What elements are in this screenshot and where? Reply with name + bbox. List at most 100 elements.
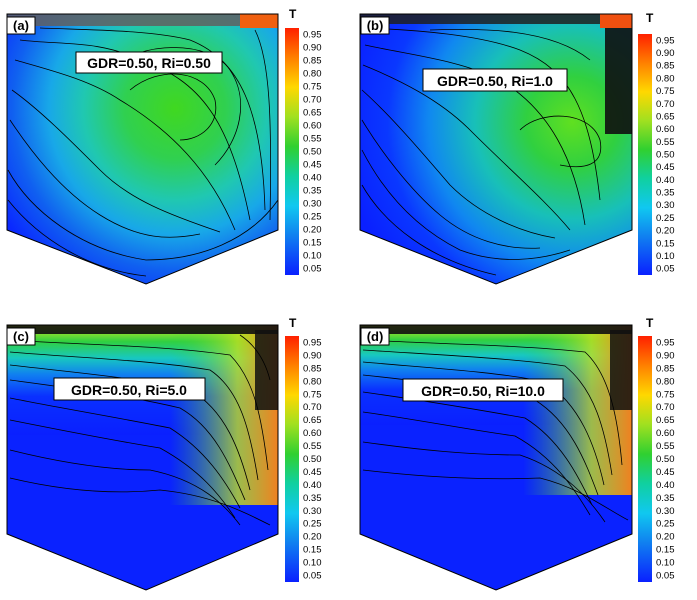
panel-d: (d) GDR=0.50, Ri=10.0 bbox=[359, 324, 633, 591]
colorbar-tick-label: 0.50 bbox=[303, 147, 322, 158]
colorbar-tick-label: 0.35 bbox=[303, 186, 322, 197]
colorbar-tick-label: 0.90 bbox=[656, 48, 675, 59]
colorbar-tick-label: 0.70 bbox=[656, 402, 675, 413]
colorbar-tick-label: 0.70 bbox=[303, 402, 322, 413]
colorbar-tick-label: 0.60 bbox=[656, 428, 675, 439]
colorbar-tick-label: 0.10 bbox=[303, 558, 322, 569]
colorbars: T0.950.900.850.800.750.700.650.600.550.5… bbox=[285, 7, 675, 582]
colorbar-tick-label: 0.10 bbox=[656, 251, 675, 262]
colorbar-tick-label: 0.35 bbox=[656, 188, 675, 199]
colorbar-a: T 0.95 0.90 0.85 0.80 0.75 0.70 0.65 0.60 0.55 0.5… bbox=[285, 7, 322, 275]
colorbar-tick-label: 0.75 bbox=[303, 389, 322, 400]
colorbar-tick-label: 0.40 bbox=[656, 175, 675, 186]
panel-tag-d: (d) bbox=[367, 329, 384, 344]
colorbar-ramp-c bbox=[285, 336, 299, 582]
colorbar-tick-label: 0.25 bbox=[656, 519, 675, 530]
isotherms-a bbox=[7, 27, 278, 277]
panel-tag-a: (a) bbox=[13, 18, 29, 33]
colorbar-tick-label: 0.15 bbox=[656, 238, 675, 249]
colorbar-tick-label: 0.85 bbox=[303, 56, 322, 67]
colorbar-tick-label: 0.20 bbox=[303, 225, 322, 236]
colorbar-tick-label: 0.20 bbox=[656, 226, 675, 237]
colorbar-tick-label: 0.70 bbox=[656, 99, 675, 110]
param-label-b: GDR=0.50, Ri=1.0 bbox=[437, 73, 553, 89]
param-label-d: GDR=0.50, Ri=10.0 bbox=[421, 383, 545, 399]
colorbar-tick-label: 0.50 bbox=[656, 150, 675, 161]
colorbar-tick-label: 0.90 bbox=[303, 43, 322, 54]
colorbar-tick-label: 0.75 bbox=[303, 82, 322, 93]
colorbar-tick-label: 0.60 bbox=[303, 428, 322, 439]
cavity-outline-a bbox=[6, 13, 279, 285]
colorbar-tick-label: 0.80 bbox=[303, 69, 322, 80]
colorbar-tick-label: 0.25 bbox=[303, 212, 322, 223]
colorbar-tick-label: 0.95 bbox=[303, 30, 322, 41]
colorbar-tick-label: 0.60 bbox=[656, 124, 675, 135]
colorbar-tick-label: 0.70 bbox=[303, 95, 322, 106]
param-label-box-d bbox=[402, 378, 564, 402]
colorbar-tick-label: 0.55 bbox=[656, 441, 675, 452]
colorbar-tick-label: 0.80 bbox=[656, 376, 675, 387]
colorbar-tick-label: 0.80 bbox=[303, 376, 322, 387]
colorbar-tick-label: 0.20 bbox=[303, 532, 322, 543]
colorbar-tick-label: 0.65 bbox=[656, 415, 675, 426]
colorbar-tick-label: 0.40 bbox=[303, 173, 322, 184]
colorbar-tick-label: 0.95 bbox=[656, 337, 675, 348]
colorbar-title-a: T bbox=[289, 7, 297, 21]
panel-tag-b: (b) bbox=[367, 18, 384, 33]
colorbar-tick-label: 0.55 bbox=[656, 137, 675, 148]
colorbar-tick-label: 0.65 bbox=[303, 415, 322, 426]
colorbar-ramp-d bbox=[638, 336, 652, 582]
param-label-box-c bbox=[53, 377, 206, 401]
colorbar-tick-label: 0.30 bbox=[303, 199, 322, 210]
colorbar-tick-label: 0.10 bbox=[656, 558, 675, 569]
colorbar-tick-label: 0.85 bbox=[656, 61, 675, 72]
param-label-c: GDR=0.50, Ri=5.0 bbox=[71, 382, 187, 398]
cavity-outline-c bbox=[6, 324, 279, 591]
colorbar-tick-label: 0.55 bbox=[303, 441, 322, 452]
panel-tag-box-a bbox=[6, 16, 36, 35]
panel-tag-c: (c) bbox=[13, 329, 29, 344]
cavity-outline-b bbox=[359, 13, 633, 285]
colorbar-tick-label: 0.45 bbox=[656, 467, 675, 478]
colorbar-tick-label: 0.25 bbox=[303, 519, 322, 530]
colorbar-tick-label: 0.20 bbox=[656, 532, 675, 543]
colorbar-tick-label: 0.35 bbox=[303, 493, 322, 504]
colorbar-tick-label: 0.35 bbox=[656, 493, 675, 504]
colorbar-tick-label: 0.60 bbox=[303, 121, 322, 132]
colorbar-tick-label: 0.05 bbox=[303, 571, 322, 582]
colorbar-tick-label: 0.75 bbox=[656, 86, 675, 97]
colorbar-tick-label: 0.65 bbox=[303, 108, 322, 119]
colorbar-tick-label: 0.40 bbox=[303, 480, 322, 491]
colorbar-tick-label: 0.75 bbox=[656, 389, 675, 400]
colorbar-ramp-b bbox=[638, 34, 652, 275]
colorbar-tick-label: 0.05 bbox=[303, 264, 322, 275]
panel-c: (c) GDR=0.50, Ri=5.0 bbox=[6, 324, 279, 591]
colorbar-ramp-a bbox=[285, 28, 299, 275]
colorbar-tick-label: 0.05 bbox=[656, 264, 675, 275]
colorbar-tick-label: 0.55 bbox=[303, 134, 322, 145]
colorbar-tick-label: 0.05 bbox=[656, 571, 675, 582]
panel-tag-box-c bbox=[6, 327, 36, 346]
colorbar-tick-label: 0.90 bbox=[656, 350, 675, 361]
panel-a: (a) GDR=0.50, Ri=0.50 bbox=[6, 13, 279, 285]
colorbar-tick-label: 0.80 bbox=[656, 73, 675, 84]
param-label-box-a bbox=[75, 51, 223, 74]
colorbar-tick-label: 0.15 bbox=[303, 238, 322, 249]
param-label-box-b bbox=[422, 68, 568, 92]
colorbar-title-d: T bbox=[646, 316, 654, 330]
colorbar-title-c: T bbox=[289, 316, 297, 330]
colorbar-tick-label: 0.25 bbox=[656, 213, 675, 224]
colorbar-tick-label: 0.95 bbox=[656, 35, 675, 46]
colorbar-tick-label: 0.45 bbox=[303, 160, 322, 171]
colorbar-tick-label: 0.45 bbox=[656, 162, 675, 173]
colorbar-tick-label: 0.65 bbox=[656, 111, 675, 122]
panel-tag-box-d bbox=[360, 327, 390, 346]
colorbar-b: T0.95 0.90 0.850.80 0.75 0.700.65 0.60 0.55 0.5… bbox=[638, 11, 675, 275]
colorbar-tick-label: 0.50 bbox=[303, 454, 322, 465]
colorbar-tick-label: 0.30 bbox=[656, 200, 675, 211]
colorbar-tick-label: 0.10 bbox=[303, 251, 322, 262]
colorbar-tick-label: 0.50 bbox=[656, 454, 675, 465]
colorbar-title-b: T bbox=[646, 11, 654, 25]
panel-tag-box-b bbox=[360, 16, 390, 35]
